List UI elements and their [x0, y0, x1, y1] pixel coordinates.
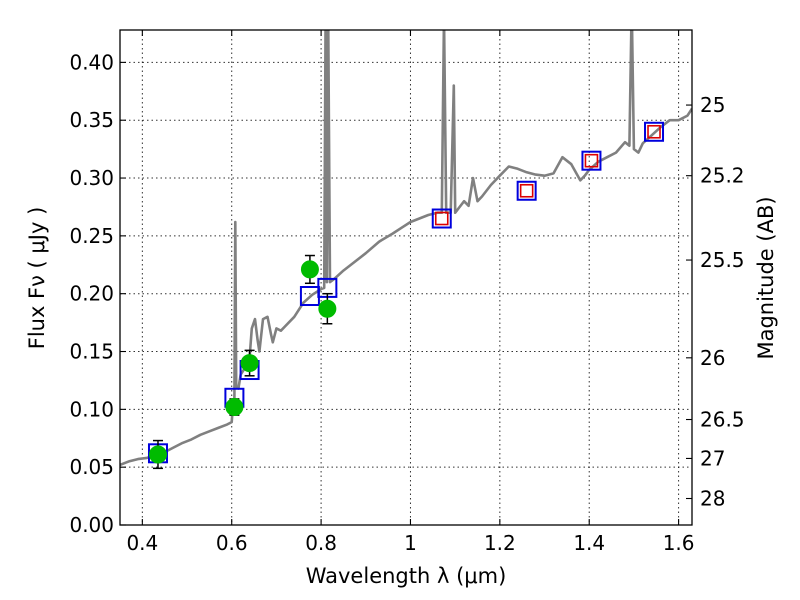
y-axis-label: Flux Fν ( μJy )	[25, 207, 49, 350]
x-axis-label: Wavelength λ (μm)	[306, 564, 507, 588]
y-tick-label: 0.35	[69, 108, 114, 132]
x-tick-label: 1	[404, 531, 417, 555]
y-tick-label: 0.40	[69, 50, 114, 74]
y-tick-label: 0.15	[69, 340, 114, 364]
observed-flux-point	[318, 299, 337, 318]
x-tick-label: 0.6	[216, 531, 248, 555]
model-flux-square-outer	[644, 121, 665, 142]
y2-axis-ticks: 25 25.2 25.5 26 26.5 27 28	[686, 93, 745, 511]
model-flux-square-inner	[584, 153, 599, 168]
observed-flux-point	[300, 260, 319, 279]
x-tick-label: 0.8	[305, 531, 337, 555]
plot-frame	[119, 29, 693, 526]
y-tick-label: 0.05	[69, 455, 114, 479]
observed-flux-point	[148, 445, 167, 464]
y2-axis-label: Magnitude (AB)	[754, 196, 778, 359]
x-tick-label: 1.2	[484, 531, 516, 555]
y-tick-label: 0.00	[69, 513, 114, 537]
y2-tick-label: 26	[700, 346, 725, 370]
y-tick-label: 0.25	[69, 224, 114, 248]
y2-tick-label: 25	[700, 93, 725, 117]
y-tick-label: 0.10	[69, 397, 114, 421]
x-tick-label: 1.6	[663, 531, 695, 555]
y2-tick-label: 26.5	[700, 408, 745, 432]
x-tick-label: 0.4	[126, 531, 158, 555]
y-tick-label: 0.20	[69, 282, 114, 306]
x-tick-label: 1.4	[573, 531, 605, 555]
observed-flux-point	[240, 354, 259, 373]
y-tick-label: 0.30	[69, 166, 114, 190]
y2-tick-label: 28	[700, 487, 725, 511]
marker-layer	[147, 121, 665, 470]
model-flux-square-inner	[519, 183, 534, 198]
model-flux-square-inner	[647, 124, 661, 139]
x-axis-ticks: 0.4 0.6 0.8 1 1.2 1.4 1.6	[126, 30, 695, 555]
sed-model-line	[120, 30, 692, 467]
grid	[120, 30, 692, 525]
model-flux-square-inner	[434, 211, 449, 226]
y2-tick-label: 27	[700, 446, 725, 470]
y2-tick-label: 25.5	[700, 248, 745, 272]
y-axis-ticks: 0.00 0.05 0.10 0.15 0.20 0.25 0.30 0.35 0.40	[69, 50, 126, 537]
sed-line-layer	[120, 30, 692, 467]
y2-tick-label: 25.2	[700, 164, 745, 188]
model-flux-square-outer	[431, 208, 452, 229]
model-flux-square-outer	[516, 180, 537, 201]
observed-flux-point	[225, 398, 244, 417]
model-flux-square-outer	[581, 150, 602, 171]
